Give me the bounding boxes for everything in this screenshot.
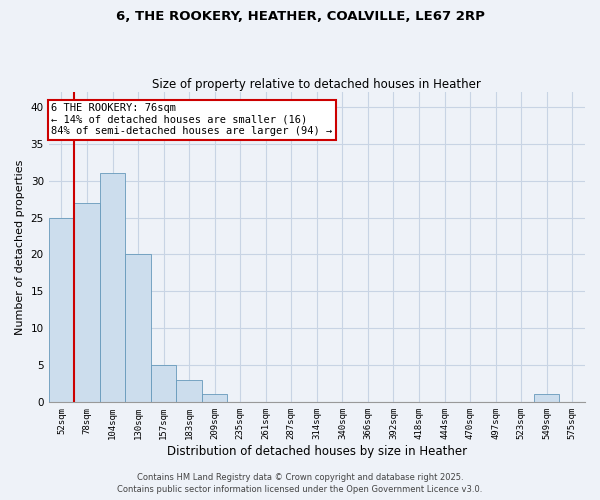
X-axis label: Distribution of detached houses by size in Heather: Distribution of detached houses by size … [167,444,467,458]
Bar [176,380,202,402]
Bar [125,254,151,402]
Bar [534,394,559,402]
Bar [202,394,227,402]
Bar [100,174,125,402]
Bar [151,365,176,402]
Text: 6, THE ROOKERY, HEATHER, COALVILLE, LE67 2RP: 6, THE ROOKERY, HEATHER, COALVILLE, LE67… [116,10,484,23]
Title: Size of property relative to detached houses in Heather: Size of property relative to detached ho… [152,78,481,91]
Bar [49,218,74,402]
Bar [74,203,100,402]
Y-axis label: Number of detached properties: Number of detached properties [15,160,25,334]
Text: Contains HM Land Registry data © Crown copyright and database right 2025.
Contai: Contains HM Land Registry data © Crown c… [118,472,482,494]
Text: 6 THE ROOKERY: 76sqm
← 14% of detached houses are smaller (16)
84% of semi-detac: 6 THE ROOKERY: 76sqm ← 14% of detached h… [51,103,332,136]
